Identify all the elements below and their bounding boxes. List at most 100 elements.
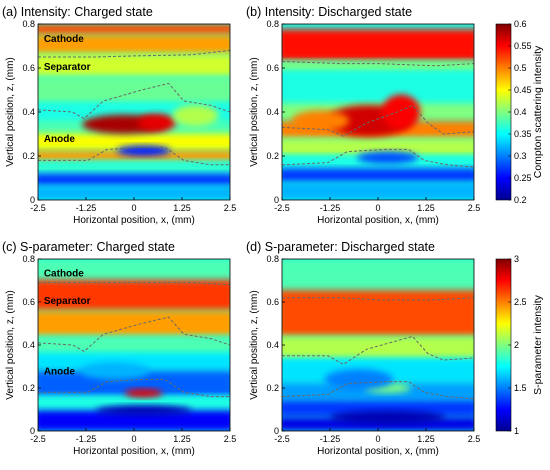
- x-tick-label: 2.5: [468, 203, 481, 213]
- heatmap-band: [38, 279, 230, 311]
- heatmap-band: [38, 53, 230, 77]
- x-axis-label: Horizontal position, x, (mm): [73, 215, 195, 226]
- x-tick-label: 0: [375, 434, 380, 444]
- boundary-line-2: [281, 381, 475, 400]
- x-tick-label: 1.25: [417, 434, 435, 444]
- heatmap-field: [38, 259, 230, 431]
- panel-title: (d) S-parameter: Discharged state: [246, 240, 435, 254]
- region-label-separator: Separator: [44, 296, 91, 307]
- x-axis-label: Horizontal position, x, (mm): [317, 446, 439, 457]
- panel-title: (c) S-parameter: Charged state: [2, 240, 175, 254]
- y-tick-label: 0.6: [266, 63, 279, 73]
- heatmap-band: [282, 259, 474, 290]
- x-tick-label: -2.5: [30, 434, 46, 444]
- y-tick-label: 0.8: [266, 19, 279, 29]
- y-tick-label: 0.4: [266, 340, 279, 350]
- heatmap-band: [38, 76, 230, 104]
- colorbar-tick-label: 0.6: [514, 19, 527, 29]
- heatmap-field: [38, 24, 230, 200]
- panel-title: (b) Intensity: Discharged state: [246, 5, 412, 19]
- panel-title: (a) Intensity: Charged state: [2, 5, 153, 19]
- boundary-line-3: [282, 297, 475, 301]
- region-label-separator: Separator: [44, 62, 91, 73]
- heatmap-band: [38, 150, 230, 162]
- y-tick-label: 0.6: [22, 297, 35, 307]
- heatmap-band: [38, 396, 230, 411]
- colorbar: 0.2 0.25 0.3 0.35 0.4 0.45 0.5 0.55 0.6 Compton s…: [495, 19, 544, 205]
- heatmap-band: [282, 71, 474, 104]
- colorbar-tick-label: 0.3: [514, 151, 527, 161]
- colorbar-tick-label: 0.45: [514, 85, 532, 95]
- boundary-line-1: [37, 316, 231, 353]
- colorbar-tick-label: 2.5: [514, 297, 527, 307]
- x-tick-label: 0: [131, 203, 136, 213]
- y-tick-label: 0.4: [266, 107, 279, 117]
- x-tick-label: -1.25: [76, 203, 97, 213]
- colorbar-tick-label: 0.25: [514, 173, 532, 183]
- heatmap-band: [282, 182, 474, 200]
- heatmap-blob: [324, 369, 394, 390]
- colorbar-label: Compton scattering intensity: [532, 45, 544, 178]
- x-tick-label: 2.5: [224, 203, 237, 213]
- heatmap-band: [38, 336, 230, 354]
- boundary-line-1: [282, 335, 475, 365]
- heatmap-blob: [137, 113, 177, 132]
- colorbar-tick-label: 3: [514, 254, 519, 264]
- y-axis-label: Vertical position, z, (mm): [249, 290, 260, 399]
- x-tick-label: -2.5: [274, 434, 290, 444]
- heatmap-band: [282, 138, 474, 156]
- y-tick-label: 0.8: [22, 19, 35, 29]
- heatmap-blob: [356, 151, 419, 164]
- colorbar-label: S-parameter intensity: [532, 294, 544, 395]
- heatmap-band: [38, 173, 230, 186]
- x-axis-label: Horizontal position, x, (mm): [73, 446, 195, 457]
- heatmap-blob: [381, 94, 421, 130]
- x-tick-label: -1.25: [76, 434, 97, 444]
- heatmap-band: [38, 185, 230, 200]
- region-label-anode: Anode: [44, 134, 76, 145]
- y-axis-label: Vertical position, z, (mm): [5, 290, 16, 399]
- x-tick-label: 1.25: [173, 203, 191, 213]
- boundary-line-3: [38, 49, 231, 58]
- heatmap-blob: [95, 405, 192, 416]
- colorbar: 1 1.5 2 2.5 3 S-parameter intensity: [495, 254, 544, 436]
- region-label-cathode: Cathode: [44, 34, 84, 45]
- region-label-anode: Anode: [44, 367, 76, 378]
- boundary-line-2: [38, 146, 230, 166]
- heatmap-band: [38, 161, 230, 174]
- panel-c: Cathode Separator Anode -2.5 -1.25 0 1.25 2.5 0 0…: [2, 240, 236, 457]
- x-tick-label: -1.25: [320, 203, 341, 213]
- panel-a: Cathode Separator Anode -2.5 -1.25 0 1.25 2.5 0 0…: [2, 5, 236, 226]
- boundary-line-3: [38, 282, 231, 286]
- heatmap-band: [282, 29, 474, 61]
- boundary-line-2: [38, 378, 230, 398]
- colorbar-gradient: [496, 259, 511, 431]
- heatmap-band: [38, 410, 230, 431]
- colorbar-tick-label: 0.35: [514, 129, 532, 139]
- x-tick-label: 0: [131, 434, 136, 444]
- x-tick-label: -2.5: [30, 203, 46, 213]
- colorbar-tick-label: 0.4: [514, 107, 527, 117]
- y-axis-label: Vertical position, z, (mm): [5, 57, 16, 166]
- x-tick-label: 1.25: [173, 434, 191, 444]
- x-tick-label: 0: [375, 203, 380, 213]
- region-label-cathode: Cathode: [44, 269, 84, 280]
- boundary-line-1: [281, 104, 475, 137]
- y-axis-label: Vertical position, z, (mm): [249, 57, 260, 166]
- heatmap-band: [38, 310, 230, 337]
- y-tick-label: 0.8: [266, 254, 279, 264]
- y-tick-label: 0.6: [266, 297, 279, 307]
- x-tick-label: -2.5: [274, 203, 290, 213]
- heatmap-band: [38, 34, 230, 54]
- heatmap-blob: [291, 110, 350, 132]
- x-tick-label: 2.5: [224, 434, 237, 444]
- heatmap-band: [282, 60, 474, 72]
- heatmap-blob: [172, 104, 219, 127]
- y-tick-label: 0.2: [266, 383, 279, 393]
- heatmap-band: [282, 289, 474, 337]
- colorbar-tick-label: 0.55: [514, 41, 532, 51]
- heatmap-field: [282, 259, 474, 431]
- heatmap-field: [282, 24, 474, 200]
- colorbar-gradient: [496, 24, 511, 200]
